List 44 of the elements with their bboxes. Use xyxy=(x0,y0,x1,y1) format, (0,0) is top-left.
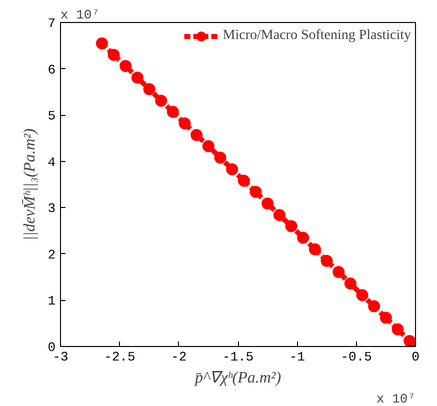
point xyxy=(120,60,132,72)
legend-label: Micro/Macro Softening Plasticity xyxy=(222,28,411,44)
point xyxy=(238,174,250,187)
point xyxy=(262,197,274,210)
point xyxy=(285,220,298,232)
point xyxy=(143,83,156,96)
text: x 10⁷ xyxy=(376,392,416,406)
point xyxy=(190,128,203,141)
point xyxy=(368,300,380,312)
x-tick-label: -2.5 xyxy=(104,350,136,364)
point xyxy=(155,94,168,107)
point xyxy=(96,37,108,50)
point xyxy=(250,186,262,198)
point xyxy=(166,106,179,118)
point xyxy=(320,254,333,267)
x-tick-label: -2 xyxy=(171,350,187,364)
point xyxy=(273,209,286,222)
point xyxy=(392,323,404,336)
x-tick-label: -0.5 xyxy=(340,350,372,364)
y-tick-label: 1 xyxy=(48,294,56,309)
point xyxy=(226,163,238,176)
y-tick-label: 5 xyxy=(48,108,56,124)
y-tick-label: 4 xyxy=(48,154,56,170)
x-axis-title: p̄^∇χʰ(Pa.m²) xyxy=(194,370,282,386)
x-tick-label: 0 xyxy=(412,350,420,364)
point xyxy=(356,289,368,302)
x-tick-label: -1 xyxy=(289,350,306,364)
point xyxy=(332,266,345,278)
point xyxy=(380,312,392,324)
annotation: x 10⁷ xyxy=(60,8,100,22)
y-axis-title: ||devM̄ʰ||₃(Pa.m²) xyxy=(22,128,39,241)
x-tick-label: -1.5 xyxy=(222,350,254,364)
y-tick-label: 3 xyxy=(48,201,56,216)
point xyxy=(108,48,120,61)
point xyxy=(308,243,321,256)
point xyxy=(344,278,356,290)
point xyxy=(178,117,191,130)
point xyxy=(214,152,226,164)
y-tick-label: 7 xyxy=(48,16,56,31)
y-tick-label: 2 xyxy=(48,247,56,262)
point xyxy=(297,232,310,244)
point xyxy=(202,140,214,152)
point xyxy=(131,72,144,84)
y-tick-label: 6 xyxy=(48,62,56,78)
